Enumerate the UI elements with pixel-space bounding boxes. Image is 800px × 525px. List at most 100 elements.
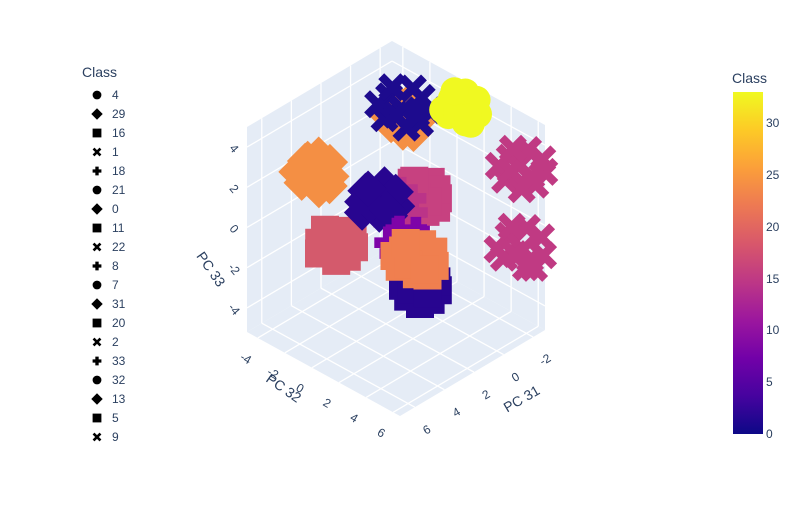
z-tick-label: 2 <box>227 182 242 196</box>
colorbar-tick-label: 20 <box>766 219 780 234</box>
marker-class-15 <box>517 162 546 191</box>
z-tick-label: -4 <box>225 301 243 318</box>
legend-label: 0 <box>112 201 119 216</box>
marker-class-1 <box>381 100 410 129</box>
square-marker-icon <box>82 222 112 234</box>
marker-class-2 <box>368 191 406 228</box>
cross-marker-icon <box>82 260 112 272</box>
legend: Class 4 29 16 1 18 21 0 11 22 8 7 31 20 2 33 32 13 5 9 <box>82 64 125 446</box>
legend-label: 20 <box>112 315 126 330</box>
grid-line <box>320 287 475 373</box>
legend-label: 31 <box>112 296 126 311</box>
grid-line <box>338 295 485 384</box>
marker-class-14 <box>497 212 526 241</box>
x-marker-icon <box>82 146 112 158</box>
legend-item[interactable]: 20 <box>82 313 125 332</box>
x-axis-title: PC 31 <box>501 382 543 415</box>
colorbar-tick-label: 30 <box>766 116 780 131</box>
legend-item[interactable]: 11 <box>82 218 125 237</box>
legend-item[interactable]: 4 <box>82 85 125 104</box>
legend-item[interactable]: 32 <box>82 370 125 389</box>
legend-item[interactable]: 7 <box>82 275 125 294</box>
z-tick-label: 0 <box>227 222 242 236</box>
legend-label: 18 <box>112 163 126 178</box>
y-tick-label: 2 <box>321 395 334 411</box>
x-tick-label: 2 <box>480 387 493 403</box>
y-tick-label: 6 <box>375 425 388 441</box>
x-marker-icon <box>82 241 112 253</box>
diamond-marker-icon <box>82 297 112 310</box>
legend-item[interactable]: 33 <box>82 351 125 370</box>
square-marker-icon <box>82 127 112 139</box>
circle-marker-icon <box>82 184 112 196</box>
marker-class-26 <box>289 140 326 178</box>
cluster-class-33 <box>429 77 492 138</box>
cross-marker-icon <box>82 165 112 177</box>
marker-class-2 <box>352 186 389 224</box>
cluster-class-26 <box>278 136 350 209</box>
legend-label: 33 <box>112 353 126 368</box>
legend-label: 22 <box>112 239 126 254</box>
x-marker-icon <box>82 336 112 348</box>
legend-item[interactable]: 22 <box>82 237 125 256</box>
grid-line <box>391 140 546 227</box>
legend-item[interactable]: 1 <box>82 142 125 161</box>
legend-item[interactable]: 5 <box>82 408 125 427</box>
legend-item[interactable]: 29 <box>82 104 125 123</box>
diamond-marker-icon <box>82 107 112 120</box>
colorbar-title: Class <box>732 70 768 86</box>
cluster-class-24 <box>380 229 449 290</box>
legend-label: 13 <box>112 391 126 406</box>
cluster-class-14 <box>483 212 558 282</box>
legend-label: 32 <box>112 372 126 387</box>
x-tick-label: 4 <box>450 404 463 420</box>
legend-label: 16 <box>112 125 126 140</box>
marker-class-14 <box>527 223 556 252</box>
z-axis-title: PC 33 <box>193 249 229 290</box>
marker-class-33 <box>440 77 469 106</box>
legend-label: 7 <box>112 277 119 292</box>
legend-item[interactable]: 9 <box>82 427 125 446</box>
y-axis-title: PC 32 <box>263 370 304 406</box>
grid-line <box>392 325 539 413</box>
marker-class-1 <box>402 100 431 129</box>
legend-item[interactable]: 18 <box>82 161 125 180</box>
legend-item[interactable]: 16 <box>82 123 125 142</box>
legend-label: 2 <box>112 334 119 349</box>
legend-item[interactable]: 13 <box>82 389 125 408</box>
y-tick-label: 4 <box>348 410 361 426</box>
marker-class-15 <box>528 145 557 174</box>
legend-item[interactable]: 8 <box>82 256 125 275</box>
circle-marker-icon <box>82 374 112 386</box>
legend-label: 5 <box>112 410 119 425</box>
legend-item[interactable]: 0 <box>82 199 125 218</box>
marker-class-14 <box>483 235 512 264</box>
marker-class-1 <box>378 73 407 102</box>
legend-label: 29 <box>112 106 126 121</box>
colorbar <box>733 92 763 434</box>
legend-item[interactable]: 21 <box>82 180 125 199</box>
marker-class-2 <box>366 166 403 203</box>
x-tick-label: 6 <box>420 422 433 438</box>
marker-class-15 <box>496 156 525 185</box>
legend-label: 11 <box>112 220 125 235</box>
legend-item[interactable]: 2 <box>82 332 125 351</box>
legend-item[interactable]: 31 <box>82 294 125 313</box>
grid-line <box>365 310 512 398</box>
marker-class-14 <box>516 245 545 274</box>
marker-class-14 <box>398 184 427 213</box>
grid-line <box>257 251 404 339</box>
data-markers <box>278 73 559 318</box>
diamond-marker-icon <box>82 202 112 215</box>
colorbar-tick-label: 0 <box>766 427 773 441</box>
legend-label: 21 <box>112 182 126 197</box>
marker-class-26 <box>311 143 349 181</box>
z-tick-label: -2 <box>225 261 243 278</box>
marker-class-26 <box>303 161 340 198</box>
grid-line <box>246 60 393 148</box>
cluster-class-15 <box>484 134 559 204</box>
colorbar-tick-label: 5 <box>766 375 773 390</box>
circle-marker-icon <box>82 89 112 101</box>
cluster-class-2 <box>343 166 416 234</box>
